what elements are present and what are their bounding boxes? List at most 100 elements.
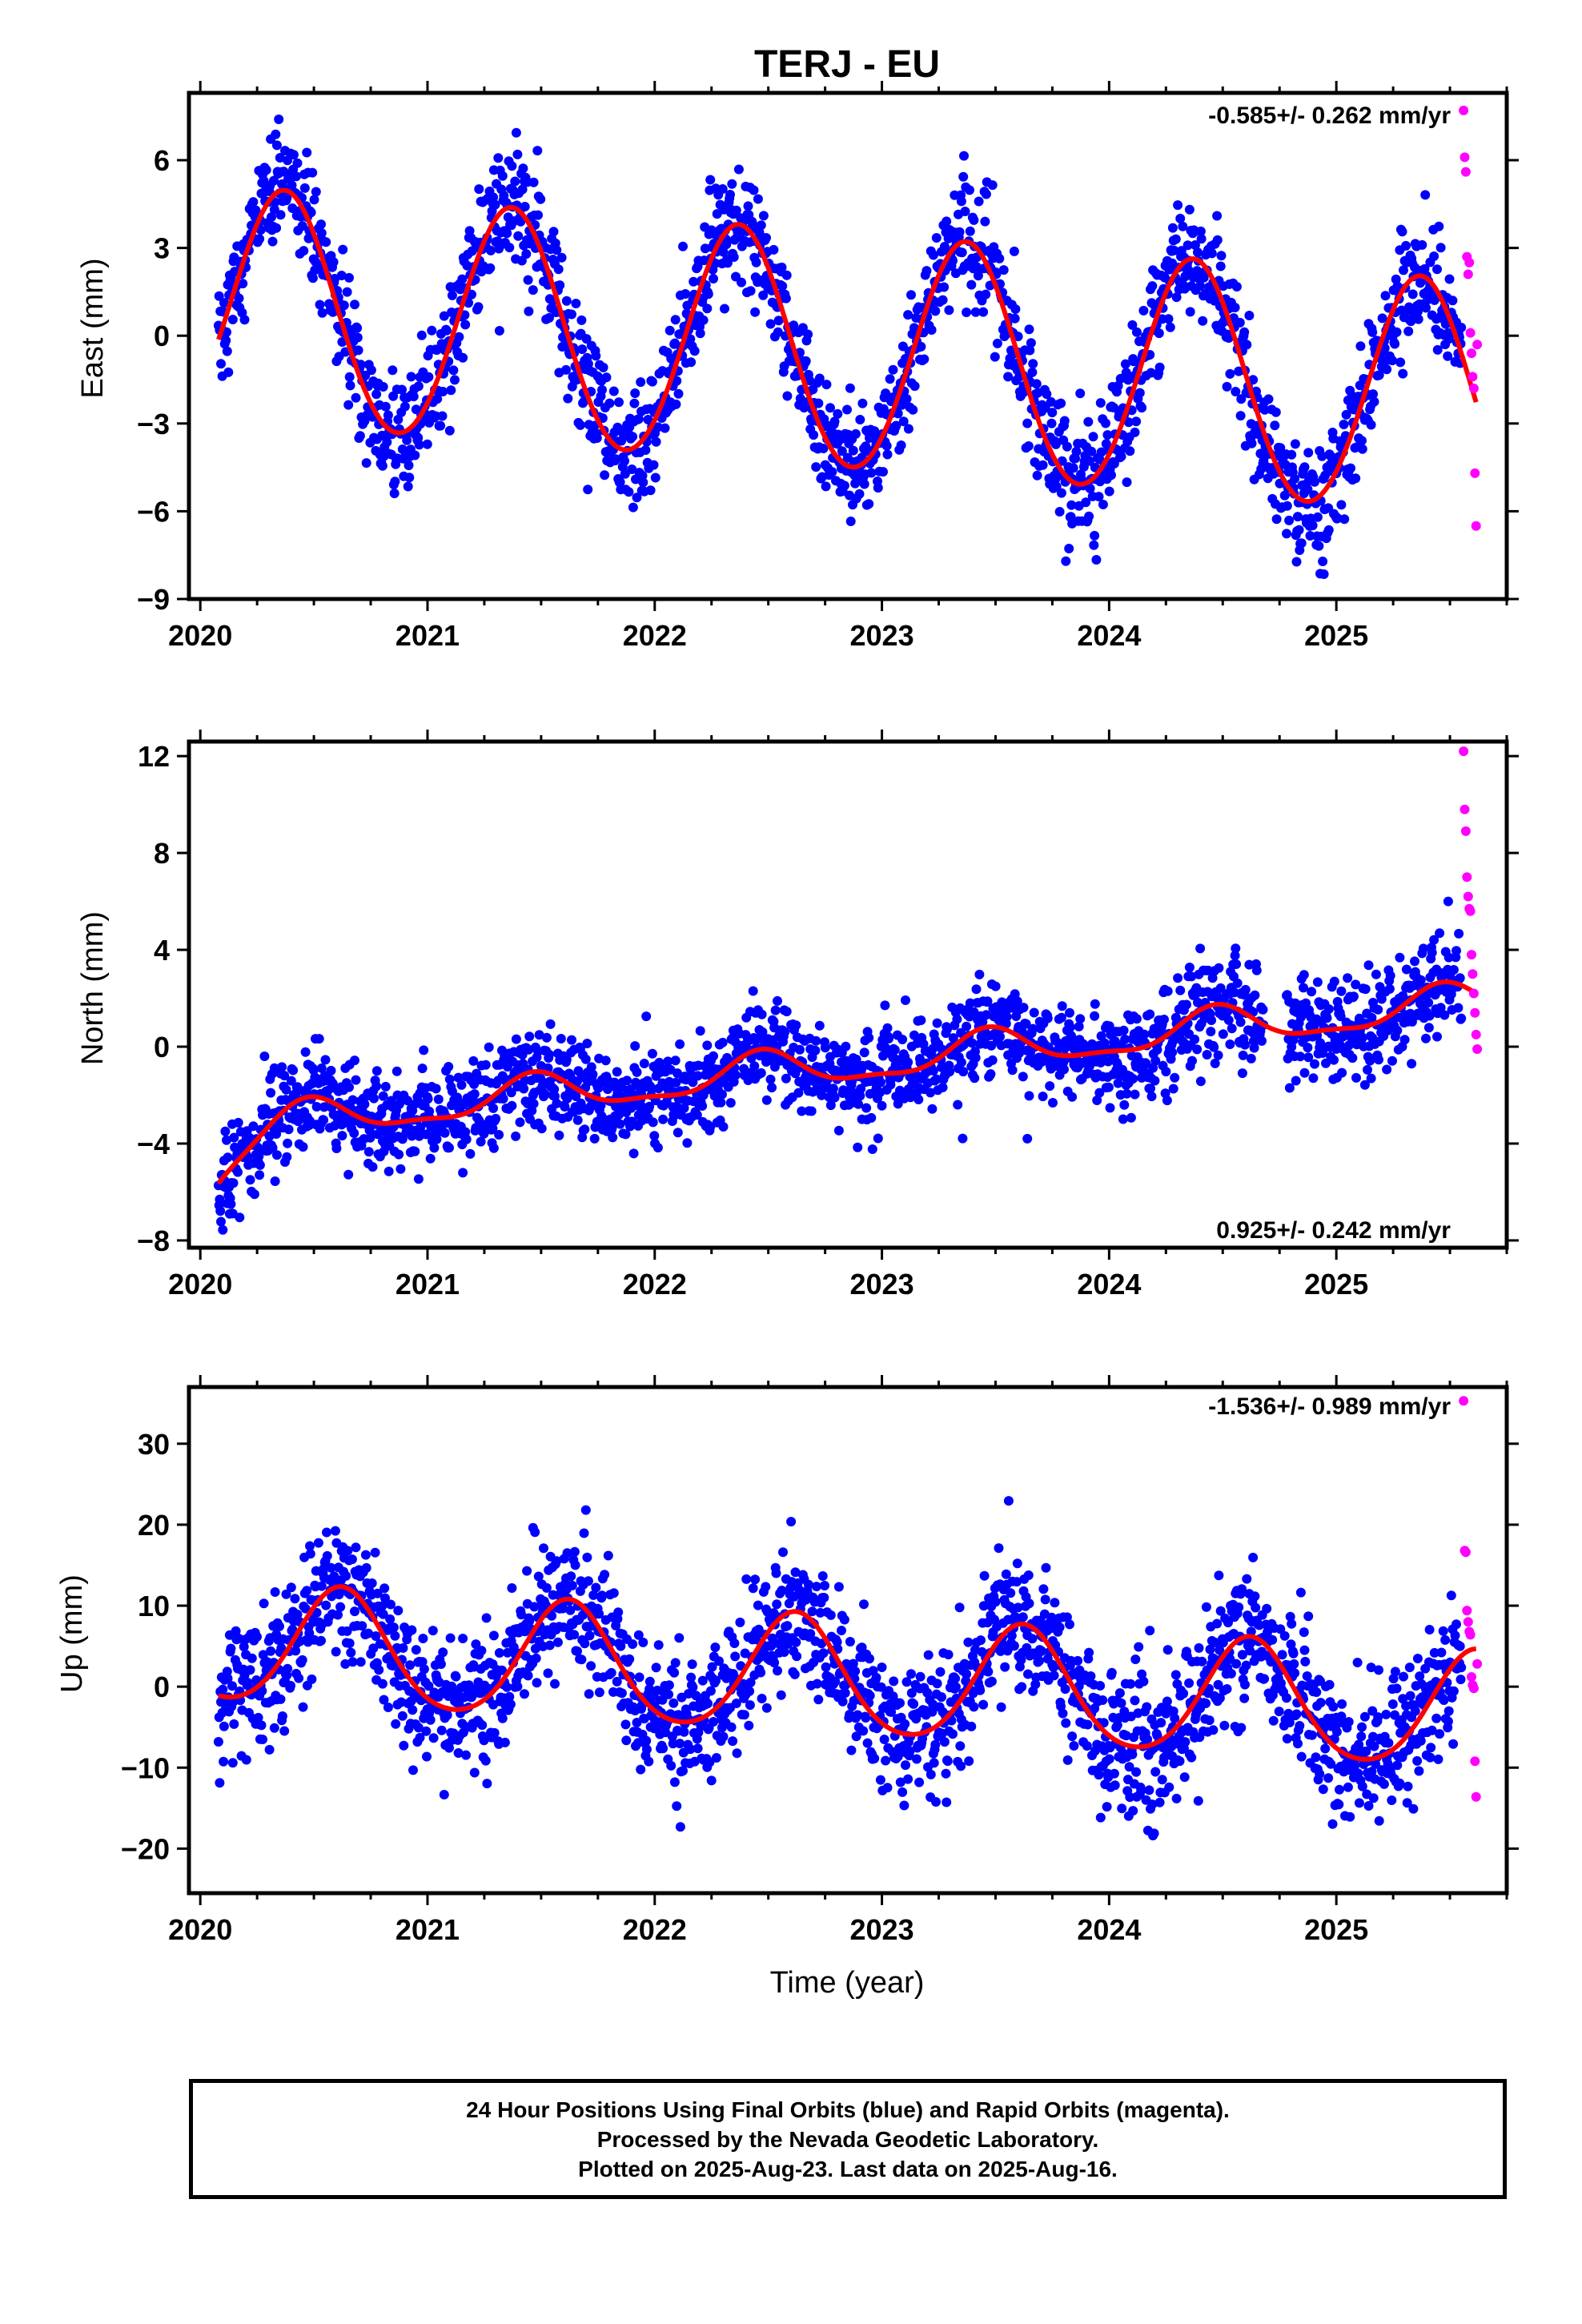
final-orbit-point [1024,1091,1034,1101]
final-orbit-point [530,1527,540,1538]
final-orbit-point [286,1680,295,1691]
final-orbit-point [1003,372,1014,382]
final-orbit-point [1022,1133,1033,1144]
final-orbit-point [1128,1074,1138,1084]
final-orbit-point [990,981,1001,991]
final-orbit-point [428,1733,439,1743]
final-orbit-point [298,1142,308,1152]
final-orbit-point [567,1035,576,1045]
final-orbit-point [969,215,979,225]
final-orbit-point [403,481,413,492]
final-orbit-point [497,171,508,181]
final-orbit-point [1317,451,1327,461]
final-orbit-point [444,1143,454,1153]
final-orbit-point [1085,484,1095,493]
final-orbit-point [909,381,920,392]
final-orbit-point [406,372,416,382]
final-orbit-point [379,1583,390,1594]
final-orbit-point [291,171,301,182]
final-orbit-point [1259,404,1270,415]
rapid-orbit-point [1465,328,1476,338]
final-orbit-point [670,1658,681,1668]
final-orbit-point [845,383,855,393]
final-orbit-point [1067,1092,1078,1102]
final-orbit-point [331,1144,342,1153]
final-orbit-point [866,1112,877,1123]
final-orbit-point [675,1739,685,1749]
final-orbit-point [1126,1112,1136,1123]
final-orbit-point [259,1051,270,1061]
final-orbit-point [299,246,309,256]
final-orbit-point [214,291,224,301]
final-orbit-point [1312,512,1323,522]
final-orbit-point [1065,1022,1075,1032]
final-orbit-point [305,1549,315,1559]
final-orbit-point [1068,463,1078,473]
final-orbit-point [369,1093,379,1104]
final-orbit-point [597,384,607,395]
y-tick-label: 8 [154,837,170,870]
final-orbit-point [377,460,387,471]
final-orbit-point [456,1080,467,1090]
final-orbit-point [271,129,281,139]
final-orbit-point [749,185,759,195]
final-orbit-point [516,216,526,227]
x-tick-label: 2022 [623,619,687,652]
y-tick-label: 6 [154,144,170,177]
final-orbit-point [932,1018,942,1028]
final-orbit-point [591,351,601,361]
final-orbit-point [1418,943,1428,954]
final-orbit-point [1094,492,1104,502]
final-orbit-point [1282,529,1291,539]
final-orbit-point [238,279,248,289]
final-orbit-point [670,315,681,325]
final-orbit-point [702,1040,713,1051]
final-orbit-point [266,1088,276,1098]
final-orbit-point [1038,460,1048,470]
final-orbit-point [522,1566,532,1576]
final-orbit-point [563,393,573,404]
final-orbit-point [448,365,459,376]
final-orbit-point [958,1067,969,1077]
final-orbit-point [1178,221,1188,231]
final-orbit-point [814,373,825,384]
final-orbit-point [298,1702,308,1712]
final-orbit-point [761,1095,772,1105]
final-orbit-point [875,1077,885,1088]
final-orbit-point [1290,439,1300,449]
final-orbit-point [809,430,819,440]
final-orbit-point [408,1765,418,1775]
final-orbit-point [970,1052,981,1063]
final-orbit-point [349,1128,359,1138]
x-tick-label: 2025 [1304,619,1368,652]
final-orbit-point [1018,1003,1029,1013]
final-orbit-point [397,1711,408,1721]
final-orbit-point [591,1582,601,1593]
final-orbit-point [219,1721,229,1731]
final-orbit-point [355,1657,366,1667]
final-orbit-point [445,1633,456,1643]
final-orbit-point [311,187,321,197]
up-rate-label: -1.536+/- 0.989 mm/yr [1208,1393,1451,1420]
final-orbit-point [616,1688,627,1699]
final-orbit-point [970,307,981,317]
final-orbit-point [962,1021,972,1031]
final-orbit-point [344,372,355,382]
final-orbit-point [987,180,998,191]
final-orbit-point [488,192,499,203]
rapid-orbit-point [1464,257,1475,267]
final-orbit-point [1432,264,1442,275]
final-orbit-point [343,400,354,410]
final-orbit-point [407,1625,417,1635]
final-orbit-point [1163,314,1174,324]
final-orbit-point [853,1142,863,1152]
final-orbit-point [717,1037,728,1047]
final-orbit-point [521,249,532,259]
final-orbit-point [1299,1068,1310,1078]
rapid-orbit-point [1460,152,1470,163]
final-orbit-point [227,315,238,324]
final-orbit-point [608,1132,618,1143]
final-orbit-point [1318,557,1328,566]
final-orbit-point [986,1069,996,1080]
rapid-orbit-point [1472,340,1483,350]
